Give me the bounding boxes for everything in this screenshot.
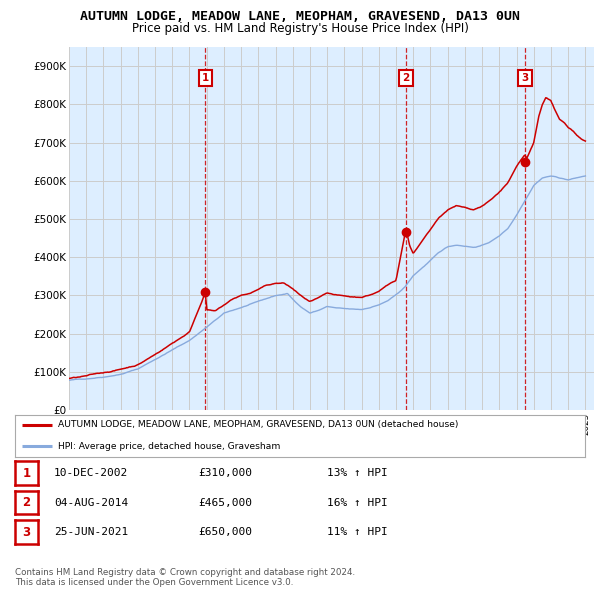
Text: 2: 2: [22, 496, 31, 509]
Text: AUTUMN LODGE, MEADOW LANE, MEOPHAM, GRAVESEND, DA13 0UN (detached house): AUTUMN LODGE, MEADOW LANE, MEOPHAM, GRAV…: [58, 421, 458, 430]
Text: 10-DEC-2002: 10-DEC-2002: [54, 468, 128, 478]
Text: 3: 3: [521, 73, 529, 83]
Text: 11% ↑ HPI: 11% ↑ HPI: [327, 527, 388, 537]
Text: Price paid vs. HM Land Registry's House Price Index (HPI): Price paid vs. HM Land Registry's House …: [131, 22, 469, 35]
Text: 1: 1: [202, 73, 209, 83]
Text: HPI: Average price, detached house, Gravesham: HPI: Average price, detached house, Grav…: [58, 442, 280, 451]
Text: £650,000: £650,000: [198, 527, 252, 537]
Text: 25-JUN-2021: 25-JUN-2021: [54, 527, 128, 537]
Text: AUTUMN LODGE, MEADOW LANE, MEOPHAM, GRAVESEND, DA13 0UN: AUTUMN LODGE, MEADOW LANE, MEOPHAM, GRAV…: [80, 10, 520, 23]
Text: £465,000: £465,000: [198, 498, 252, 507]
Text: 2: 2: [403, 73, 410, 83]
Text: Contains HM Land Registry data © Crown copyright and database right 2024.
This d: Contains HM Land Registry data © Crown c…: [15, 568, 355, 587]
Text: 1: 1: [22, 467, 31, 480]
Text: 13% ↑ HPI: 13% ↑ HPI: [327, 468, 388, 478]
Text: 16% ↑ HPI: 16% ↑ HPI: [327, 498, 388, 507]
Text: 3: 3: [22, 526, 31, 539]
Text: £310,000: £310,000: [198, 468, 252, 478]
Text: 04-AUG-2014: 04-AUG-2014: [54, 498, 128, 507]
